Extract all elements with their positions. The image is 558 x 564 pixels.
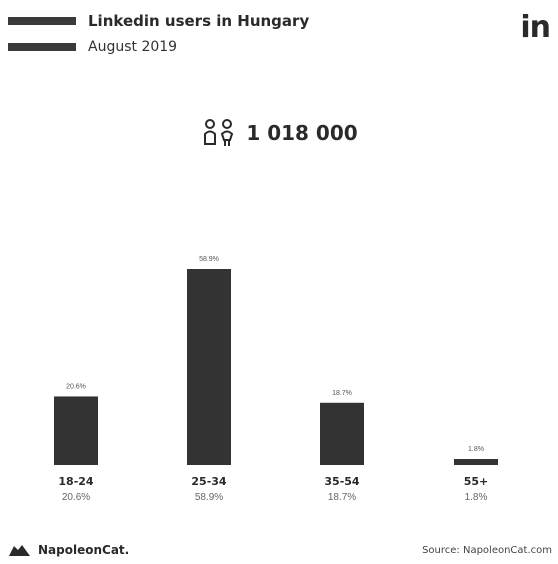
users-icon bbox=[204, 119, 234, 146]
cat-icon bbox=[9, 545, 30, 556]
footer-logo-text: NapoleonCat. bbox=[38, 543, 130, 557]
bar-18-24 bbox=[54, 396, 98, 465]
category-label: 18-24 bbox=[58, 475, 94, 488]
napoleoncat-logo: NapoleonCat. bbox=[8, 542, 129, 558]
chart-subtitle: August 2019 bbox=[88, 39, 178, 55]
chart-header: Linkedin users in Hungary August 2019 bbox=[8, 8, 309, 60]
subtitle-bar-decoration bbox=[8, 43, 76, 51]
total-users: 1 018 000 bbox=[0, 118, 558, 148]
bar-top-label: 1.8% bbox=[468, 446, 484, 453]
category-percent-label: 20.6% bbox=[62, 492, 90, 503]
title-row: Linkedin users in Hungary bbox=[8, 8, 309, 34]
age-distribution-chart: 20.6% 18-24 20.6% 58.9% 25-34 58.9% 18.7% 35-54… bbox=[54, 256, 498, 503]
title-bar-decoration bbox=[8, 17, 76, 25]
bar-top-label: 58.9% bbox=[199, 256, 219, 263]
bar-top-label: 18.7% bbox=[332, 390, 352, 397]
source-credit: Source: NapoleonCat.com bbox=[422, 545, 552, 556]
subtitle-row: August 2019 bbox=[8, 34, 309, 60]
chart-title: Linkedin users in Hungary bbox=[88, 12, 310, 30]
bar-55+ bbox=[454, 459, 498, 465]
bar-35-54 bbox=[320, 402, 364, 465]
linkedin-logo-icon: in bbox=[520, 10, 551, 45]
category-label: 25-34 bbox=[191, 475, 227, 488]
total-users-value: 1 018 000 bbox=[246, 121, 358, 145]
category-percent-label: 18.7% bbox=[328, 492, 356, 503]
category-label: 55+ bbox=[464, 475, 489, 488]
category-percent-label: 58.9% bbox=[195, 492, 223, 503]
category-label: 35-54 bbox=[324, 475, 360, 488]
bar-top-label: 20.6% bbox=[66, 383, 86, 390]
bar-25-34 bbox=[187, 269, 231, 465]
category-percent-label: 1.8% bbox=[465, 492, 488, 503]
